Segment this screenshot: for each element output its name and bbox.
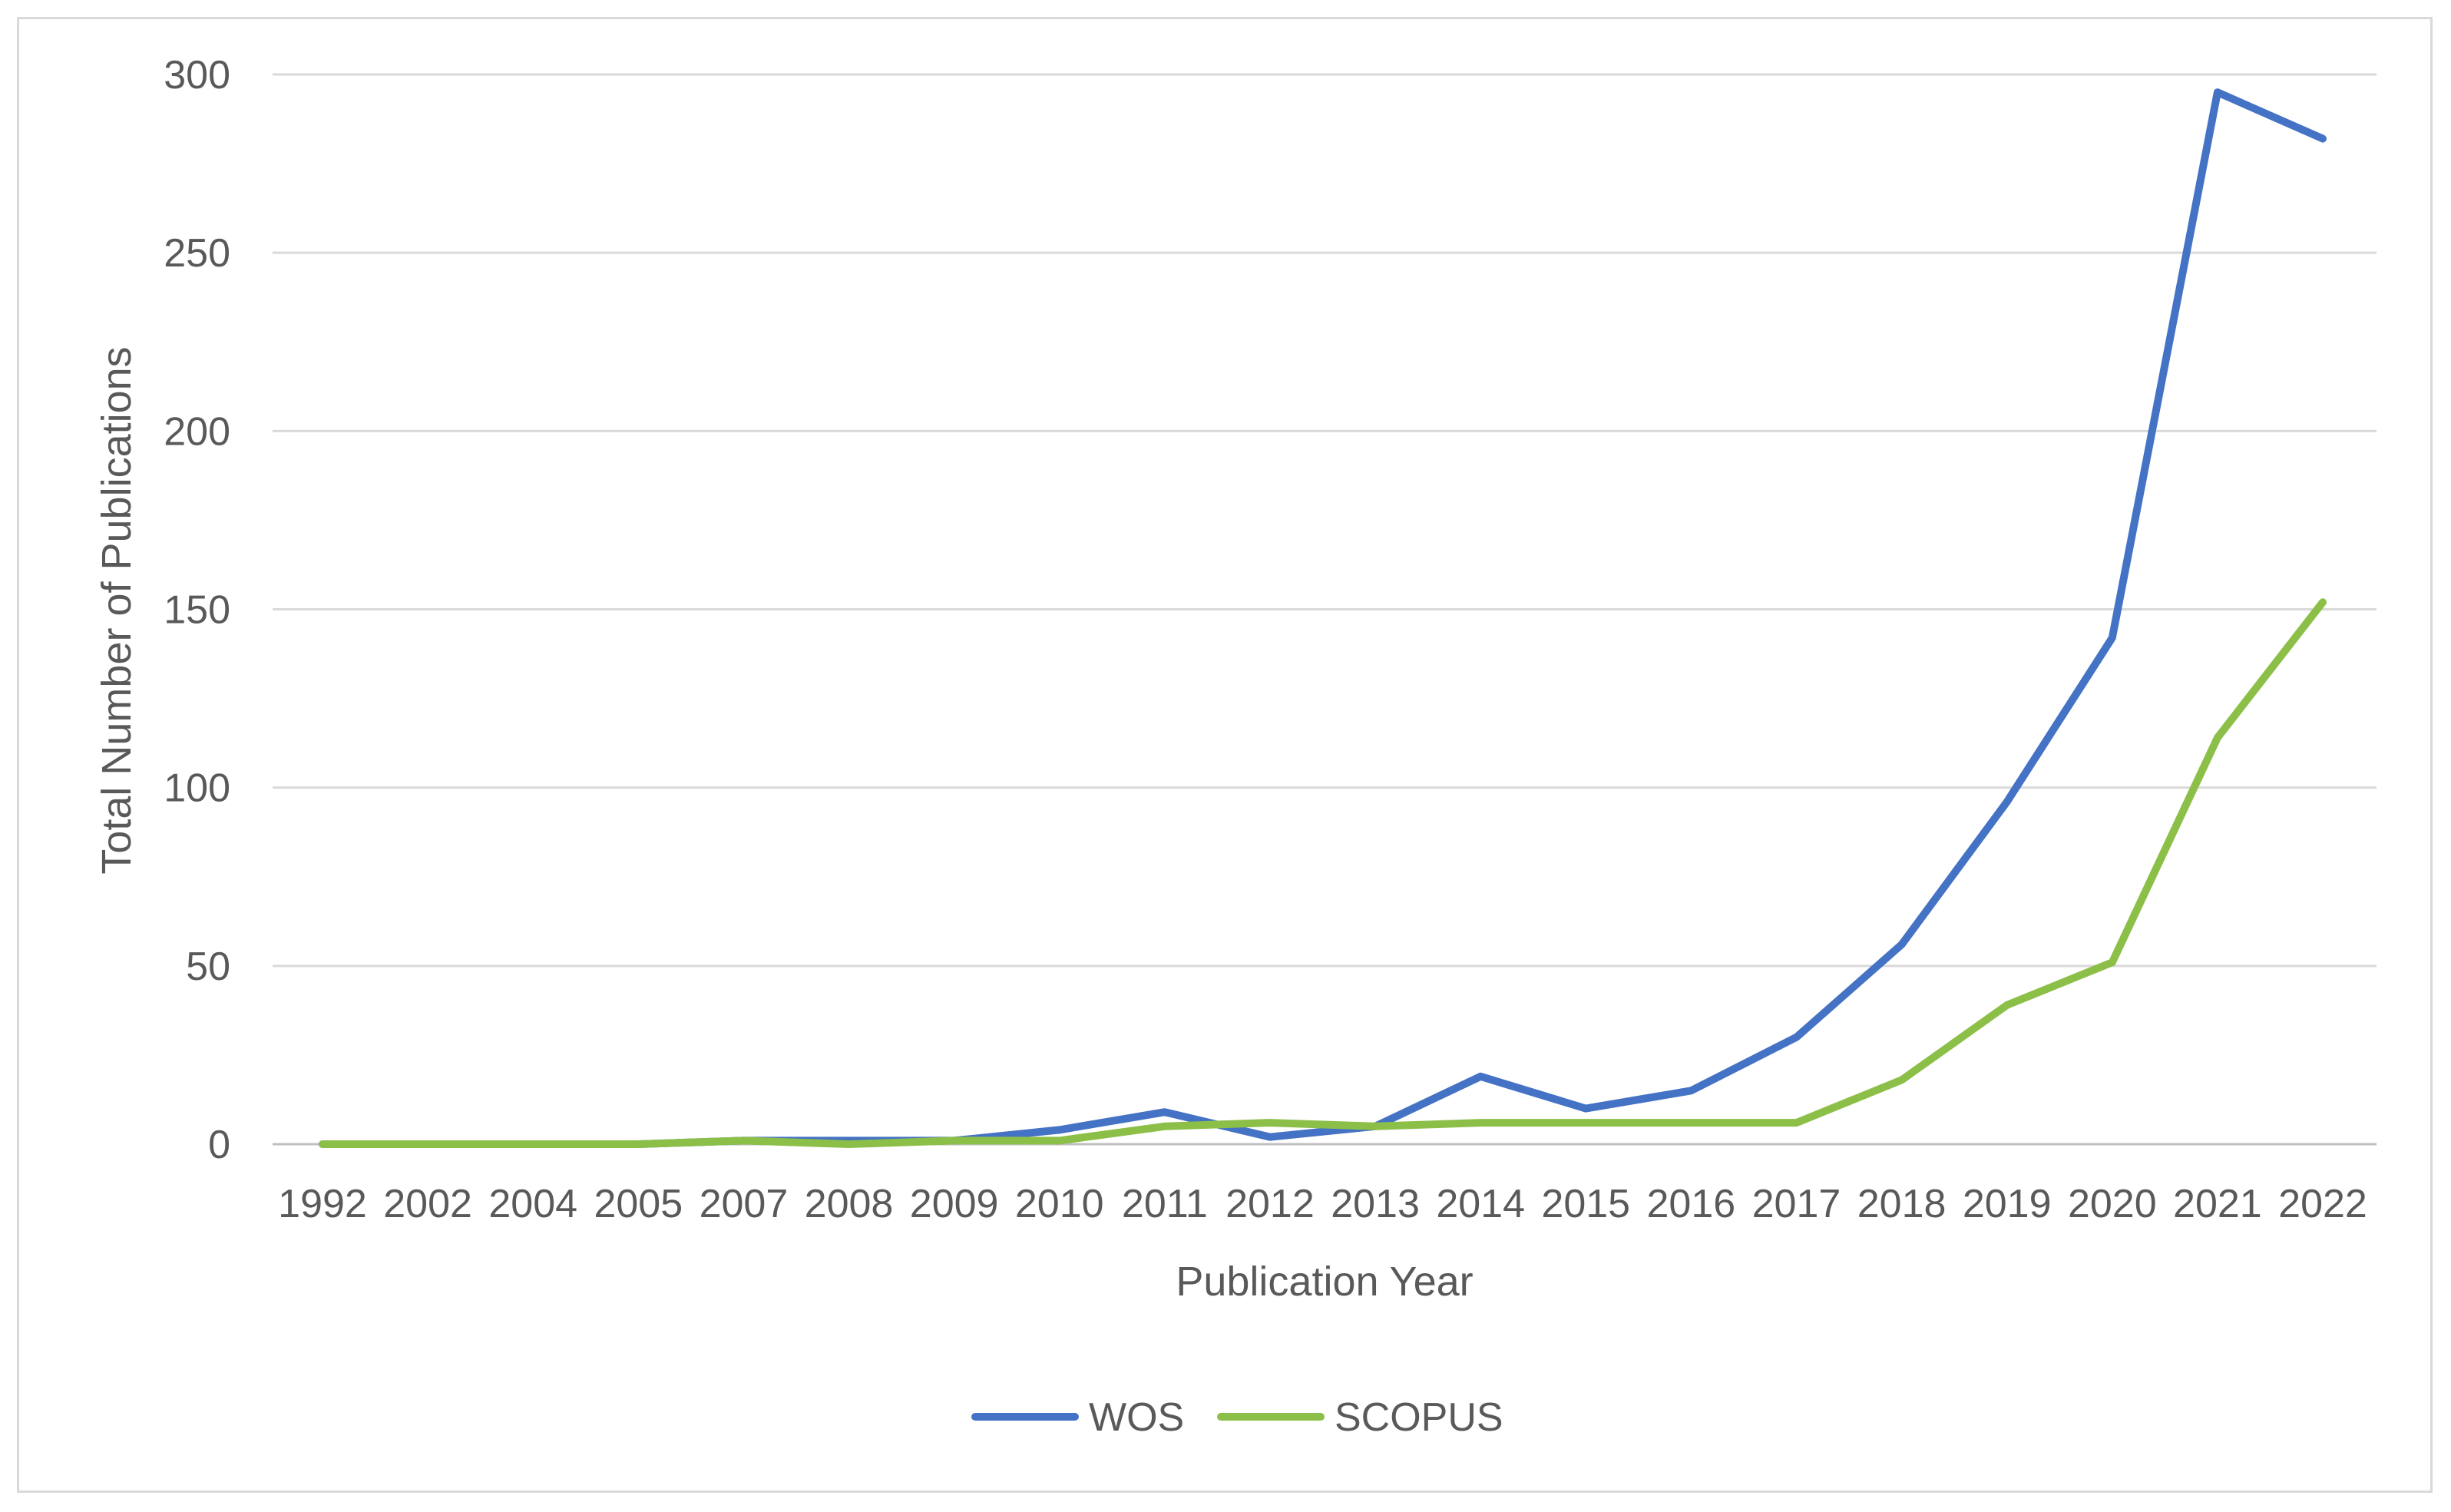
x-tick-label: 2013 xyxy=(1331,1182,1420,1226)
series-lines xyxy=(319,88,2327,1148)
x-tick-label: 2012 xyxy=(1226,1182,1315,1226)
y-axis-ticks: 0 50 100 150 200 250 300 xyxy=(164,53,230,1167)
x-tick-label: 2018 xyxy=(1857,1182,1947,1226)
x-tick-label: 2014 xyxy=(1436,1182,1525,1226)
legend-label-wos: WOS xyxy=(1089,1395,1184,1440)
x-tick-label: 2011 xyxy=(1122,1182,1208,1226)
x-tick-label: 2008 xyxy=(805,1182,894,1226)
legend-label-scopus: SCOPUS xyxy=(1335,1395,1503,1440)
x-tick-label: 2022 xyxy=(2278,1182,2367,1226)
y-tick-label: 100 xyxy=(164,766,230,811)
y-tick-label: 300 xyxy=(164,53,230,98)
x-tick-label: 2020 xyxy=(2068,1182,2157,1226)
y-axis-title: Total Number of Publications xyxy=(94,346,140,874)
chart-frame xyxy=(17,17,2433,1493)
series-line-scopus xyxy=(319,598,2327,1148)
x-tick-label: 2019 xyxy=(1963,1182,2052,1226)
y-tick-label: 200 xyxy=(164,409,230,454)
y-tick-label: 0 xyxy=(208,1123,230,1167)
x-tick-label: 2017 xyxy=(1752,1182,1841,1226)
y-tick-label: 150 xyxy=(164,588,230,633)
x-tick-label: 2009 xyxy=(910,1182,999,1226)
x-tick-label: 2021 xyxy=(2173,1182,2262,1226)
x-tick-label: 2015 xyxy=(1541,1182,1630,1226)
x-tick-label: 2004 xyxy=(488,1182,577,1226)
x-tick-label: 2002 xyxy=(383,1182,472,1226)
y-tick-label: 250 xyxy=(164,231,230,276)
x-tick-label: 2016 xyxy=(1647,1182,1736,1226)
x-tick-label: 2010 xyxy=(1015,1182,1104,1226)
legend: WOS SCOPUS xyxy=(971,1395,1503,1440)
x-axis-title: Publication Year xyxy=(1176,1259,1473,1305)
x-tick-label: 1992 xyxy=(278,1182,367,1226)
series-line-wos xyxy=(319,88,2327,1148)
x-axis-ticks: 1992 2002 2004 2005 2007 2008 2009 2010 2011 2012… xyxy=(278,1182,2367,1226)
x-tick-label: 2007 xyxy=(700,1182,789,1226)
x-tick-label: 2005 xyxy=(594,1182,683,1226)
y-tick-label: 50 xyxy=(186,945,230,989)
